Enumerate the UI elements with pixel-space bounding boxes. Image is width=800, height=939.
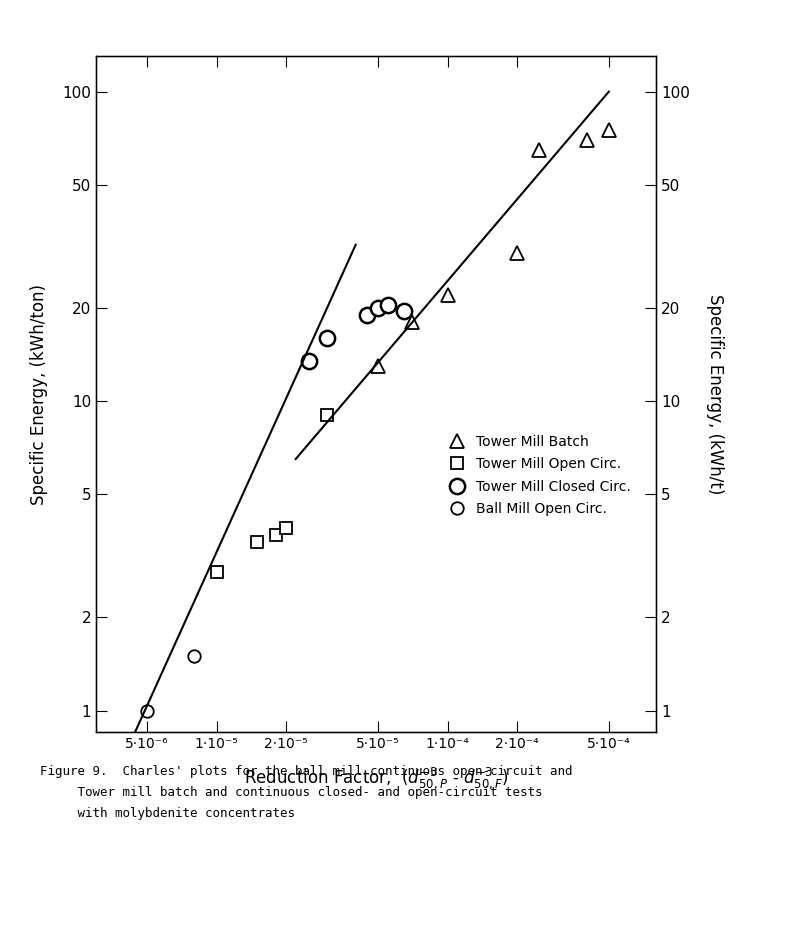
Text: with molybdenite concentrates: with molybdenite concentrates (40, 807, 295, 820)
Y-axis label: Specific Energy, (kWh/ton): Specific Energy, (kWh/ton) (30, 284, 48, 505)
Text: Tower mill batch and continuous closed- and open-circuit tests: Tower mill batch and continuous closed- … (40, 786, 542, 799)
Text: Figure 9.  Charles' plots for the ball mill continuous open-circuit and: Figure 9. Charles' plots for the ball mi… (40, 765, 573, 778)
Legend: Tower Mill Batch, Tower Mill Open Circ., Tower Mill Closed Circ., Ball Mill Open: Tower Mill Batch, Tower Mill Open Circ.,… (436, 428, 638, 523)
X-axis label: Reduction Factor,  ($d_{50,P}^{-3}$ - $d_{50,F}^{-3}$): Reduction Factor, ($d_{50,P}^{-3}$ - $d_… (243, 765, 509, 791)
Y-axis label: Specific Energy, (kWh/t): Specific Energy, (kWh/t) (706, 294, 725, 495)
